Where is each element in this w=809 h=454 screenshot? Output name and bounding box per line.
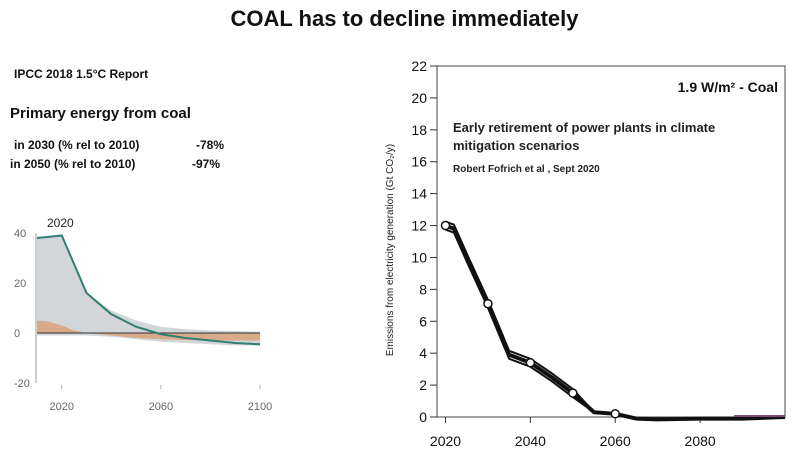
annotation-2020: 2020 (47, 216, 74, 230)
left-heading: Primary energy from coal (10, 105, 191, 122)
y-tick-label: 2 (419, 377, 427, 393)
x-tick-label: 2060 (600, 433, 631, 449)
data-marker (525, 358, 536, 368)
y-tick-label: 8 (419, 281, 427, 297)
y-tick-label: 0 (14, 328, 20, 340)
range-band (37, 235, 260, 346)
data-marker (568, 388, 578, 398)
y-ticks-group: 0 2 4 6 8 10 12 14 16 18 20 22 (411, 58, 437, 425)
y-tick-label: 12 (411, 218, 427, 234)
y-tick-label: -20 (14, 378, 30, 390)
x-tick-label: 2100 (248, 401, 272, 413)
y-tick-label: 40 (14, 228, 26, 240)
y-tick-label: 10 (411, 249, 427, 265)
data-marker (483, 298, 493, 309)
page-title: COAL has to decline immediately (230, 6, 579, 31)
data-marker (440, 220, 451, 231)
orange-band (37, 320, 260, 341)
stat-value: -97% (192, 157, 221, 171)
y-tick-label: 20 (14, 278, 26, 290)
stat-label: in 2030 (% rel to 2010) (14, 138, 140, 152)
orange-band-group (37, 320, 260, 341)
y-tick-label: 14 (411, 186, 427, 202)
subtitle-line-2: mitigation scenarios (453, 138, 579, 153)
x-tick-label: 2040 (515, 433, 546, 449)
y-tick-label: 16 (411, 154, 427, 170)
x-tick-label: 2080 (685, 433, 716, 449)
y-tick-label: 6 (419, 313, 427, 329)
y-tick-label: 0 (419, 409, 427, 425)
subtitle-line-1: Early retirement of power plants in clim… (453, 120, 715, 135)
x-ticks-group: 2020 2040 2060 2080 (430, 417, 716, 449)
panel-label: 1.9 W/m² - Coal (678, 79, 778, 95)
data-marker (610, 409, 620, 419)
markers-group (440, 220, 620, 419)
stat-label: in 2050 (% rel to 2010) (10, 157, 136, 171)
source-label: IPCC 2018 1.5°C Report (14, 67, 149, 81)
y-ticks-group: 40 20 0 -20 (14, 228, 30, 390)
series-line (36, 234, 261, 346)
plot-frame (436, 65, 786, 418)
x-tick-label: 2020 (430, 433, 461, 449)
y-tick-label: 20 (411, 90, 427, 106)
stat-value: -78% (196, 138, 225, 152)
credit-label: Robert Fofrich et al , Sept 2020 (453, 164, 600, 175)
x-tick-label: 2020 (50, 401, 74, 413)
x-tick-label: 2060 (149, 401, 173, 413)
series-group (444, 220, 786, 422)
x-ticks-group: 2020 2060 2100 (50, 385, 272, 413)
y-axis-label: Emissions from electricity generation (G… (385, 144, 396, 356)
y-tick-label: 4 (419, 345, 427, 361)
series-line (445, 220, 786, 421)
range-band-group (37, 235, 260, 346)
y-tick-label: 18 (411, 122, 427, 138)
y-tick-label: 22 (411, 58, 427, 74)
